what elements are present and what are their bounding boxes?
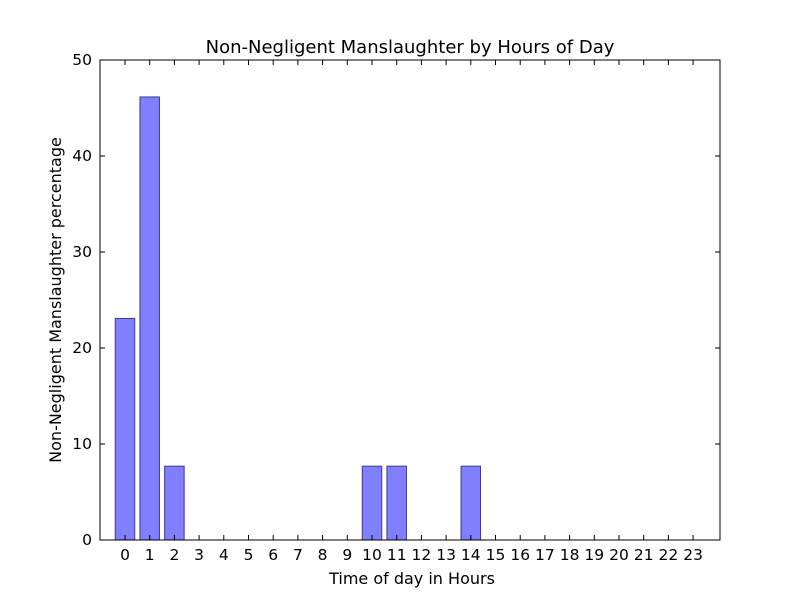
x-tick-label: 4 <box>219 546 229 564</box>
x-tick-label: 19 <box>584 546 604 564</box>
x-tick-label: 17 <box>535 546 555 564</box>
x-tick-label: 23 <box>683 546 703 564</box>
x-tick-label: 18 <box>560 546 580 564</box>
x-tick-label: 15 <box>486 546 506 564</box>
x-tick-label: 21 <box>634 546 654 564</box>
bars-layer <box>114 96 482 541</box>
bar-hour-1 <box>139 96 160 541</box>
bar-hour-2 <box>164 465 185 541</box>
x-tick-label: 13 <box>436 546 456 564</box>
x-tick-label: 6 <box>268 546 278 564</box>
x-tick-label: 22 <box>659 546 679 564</box>
x-tick-label: 7 <box>293 546 303 564</box>
x-tick-label: 0 <box>120 546 130 564</box>
x-tick-label: 11 <box>387 546 407 564</box>
bar-hour-14 <box>460 465 482 541</box>
y-axis-label: Non-Negligent Manslaughter percentage <box>46 137 65 463</box>
x-tick-label: 12 <box>412 546 432 564</box>
chart-title: Non-Negligent Manslaughter by Hours of D… <box>206 37 615 58</box>
bar-hour-10 <box>361 465 383 541</box>
bar-hour-0 <box>114 317 136 541</box>
x-tick-label: 20 <box>609 546 629 564</box>
y-tick-label: 30 <box>72 243 92 261</box>
x-tick-label: 3 <box>194 546 204 564</box>
ticks-layer: 0 1 2 3 4 5 6 7 8 9 10 11 12 13 14 15 16 17 18 19 20 21 22 2301… <box>72 51 720 564</box>
x-tick-label: 10 <box>362 546 382 564</box>
y-tick-label: 10 <box>72 435 92 453</box>
y-tick-label: 0 <box>82 531 92 549</box>
x-tick-label: 16 <box>510 546 530 564</box>
x-tick-label: 2 <box>169 546 179 564</box>
x-tick-label: 1 <box>145 546 155 564</box>
x-tick-label: 14 <box>461 546 481 564</box>
bar-hour-11 <box>386 465 407 541</box>
x-tick-label: 8 <box>318 546 328 564</box>
x-tick-label: 9 <box>342 546 352 564</box>
y-tick-label: 40 <box>72 147 92 165</box>
y-tick-label: 20 <box>72 339 92 357</box>
y-tick-label: 50 <box>72 51 92 69</box>
plot-frame <box>99 59 721 541</box>
x-axis-label: Time of day in Hours <box>328 569 495 588</box>
x-tick-label: 5 <box>244 546 254 564</box>
